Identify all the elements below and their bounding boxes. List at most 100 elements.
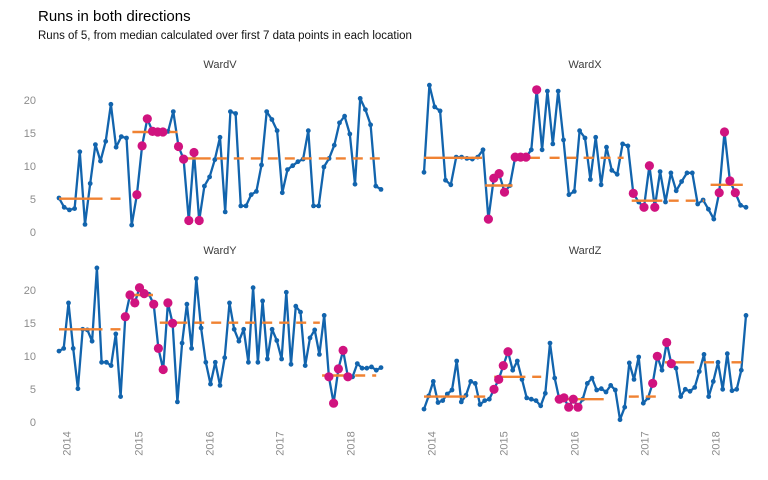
x-tick-label: 2016 [569,431,582,456]
data-point [228,109,233,114]
data-point [636,354,642,360]
data-point [288,361,294,367]
y-tick-label: 15 [23,128,36,140]
data-point [594,387,600,393]
highlight-point [483,214,493,224]
data-point [246,359,251,365]
data-point [626,360,632,366]
data-point [113,144,119,150]
data-point [321,313,327,318]
facet-label-wardv: WardV [203,59,237,71]
panel-wardx [420,73,750,241]
highlight-point [644,161,654,171]
highlight-point [173,141,184,152]
highlight-point [324,372,334,382]
highlight-point [184,215,194,226]
data-point [254,189,259,194]
data-point [378,187,384,192]
data-point [274,128,280,134]
y-tick-label: 10 [23,351,36,363]
data-point [472,381,478,386]
data-point [274,338,280,343]
data-point [663,199,668,205]
highlight-point [149,299,159,309]
data-point [701,352,707,357]
data-point [104,359,109,365]
data-point [510,367,516,373]
highlight-point [142,114,152,124]
data-point [598,386,604,392]
data-point [259,162,264,168]
data-point [316,203,322,209]
run-line [422,315,748,421]
highlight-point [120,312,130,322]
data-point [454,358,460,364]
data-point [692,385,698,390]
data-point [689,170,695,176]
x-tick-label: 2018 [710,431,723,456]
data-point [241,326,247,332]
data-point [238,203,244,209]
chart-title: Runs in both directions [38,8,191,25]
data-point [657,169,663,174]
data-point [724,351,730,357]
x-tick-label: 2017 [639,431,652,456]
data-point [566,192,572,198]
highlight-point [130,298,140,308]
data-point [129,222,135,228]
data-point [584,381,590,386]
chart-subtitle: Runs of 5, from median calculated over f… [38,30,412,42]
highlight-point [189,147,199,158]
data-point [293,303,299,309]
highlight-point [639,202,649,212]
data-point [625,143,631,149]
data-point [609,167,615,173]
panel-wardy [55,263,385,431]
y-tick-label: 20 [23,95,36,107]
data-point [539,147,545,153]
data-point [720,386,726,392]
data-point [67,207,72,213]
data-point [421,406,427,412]
data-point [250,285,256,291]
data-point [588,177,593,182]
highlight-point [489,384,499,394]
data-point [255,359,261,365]
highlight-point [503,347,513,357]
data-point [290,163,296,169]
highlight-point [648,378,658,388]
data-point [524,395,530,401]
data-point [547,340,553,346]
data-point [555,88,561,94]
data-point [449,387,455,393]
highlight-point [153,343,163,353]
data-point [622,404,628,410]
data-point [264,109,270,114]
x-tick-label: 2017 [274,431,287,456]
data-point [612,387,618,393]
data-point [89,338,95,344]
data-point [269,326,275,332]
run-chart-svg-wardz [421,313,749,423]
data-point [70,346,76,351]
data-point [179,340,185,346]
data-point [678,394,684,399]
x-tick-label: 2018 [345,431,358,456]
data-point [550,141,556,147]
data-point [94,265,100,271]
data-point [359,365,365,371]
data-point [480,147,486,153]
data-point [561,137,566,143]
data-point [729,388,735,394]
data-point [430,379,436,384]
data-point [614,171,620,177]
y-tick-label: 15 [23,318,36,330]
data-point [236,338,242,344]
data-point [598,182,604,188]
data-point [347,131,353,137]
highlight-point [494,169,504,179]
facet-label-wardx: WardX [568,59,602,71]
data-point [124,135,129,141]
data-point [212,359,218,365]
data-point [222,355,228,361]
